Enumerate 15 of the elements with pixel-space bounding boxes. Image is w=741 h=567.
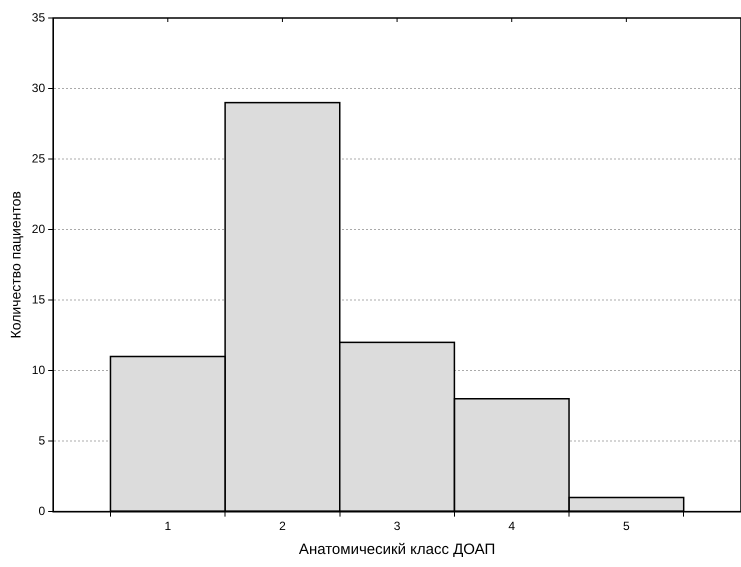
y-tick-label: 35 <box>32 10 46 24</box>
x-tick-label: 4 <box>508 519 516 534</box>
y-tick-label: 0 <box>38 504 46 518</box>
y-tick-label: 10 <box>32 362 46 377</box>
y-tick-label: 30 <box>32 80 46 95</box>
y-tick-label: 25 <box>32 151 46 166</box>
y-axis-title: Количество пациентов <box>7 191 24 338</box>
y-tick-label: 5 <box>38 433 46 448</box>
x-tick-label: 2 <box>279 519 286 534</box>
y-tick-label: 20 <box>32 222 46 236</box>
y-tick-label: 15 <box>32 292 46 306</box>
x-tick-label: 3 <box>394 519 401 534</box>
x-axis-title: Анатомичесикй класс ДОАП <box>298 541 496 558</box>
x-tick-label: 5 <box>623 519 630 534</box>
x-tick-label: 1 <box>164 519 172 534</box>
